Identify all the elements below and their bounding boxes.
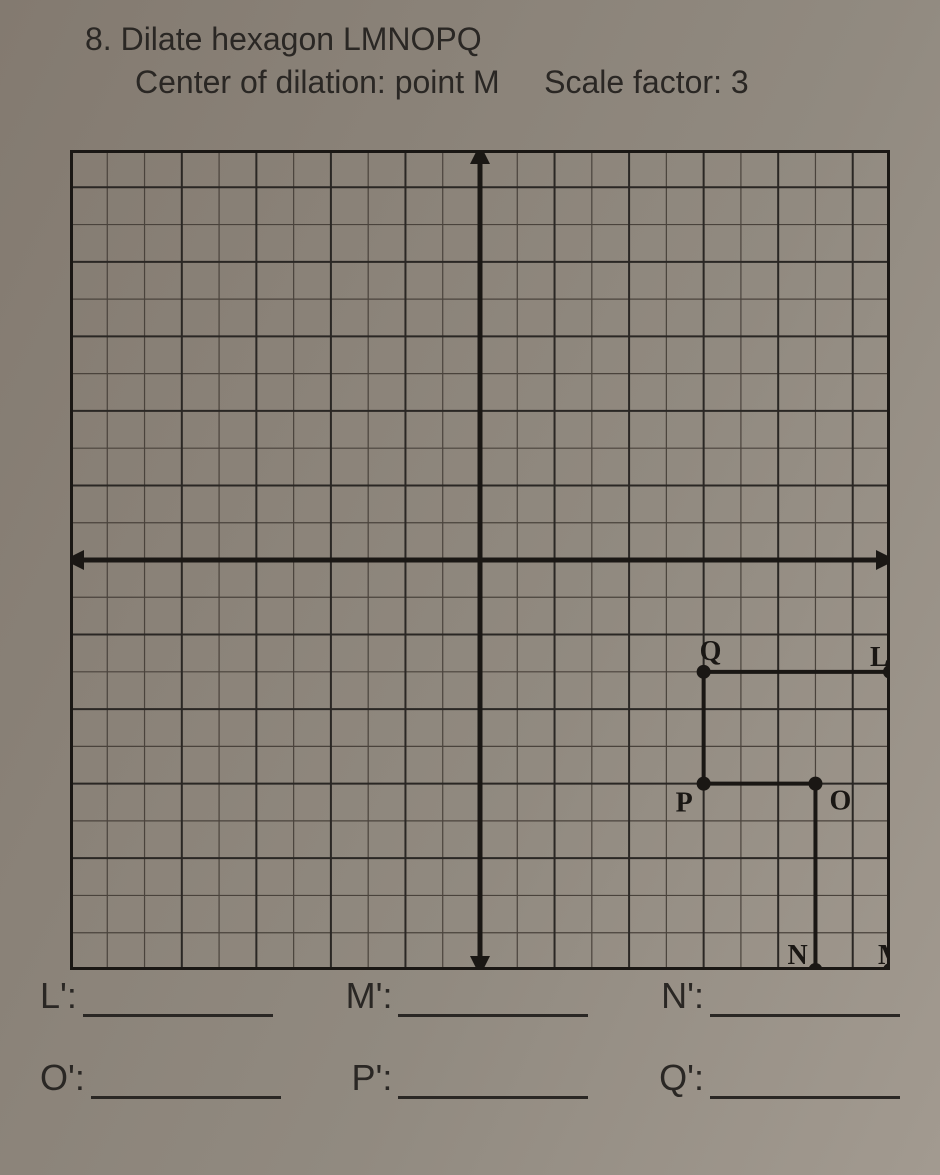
answer-row: L': M': N': [40, 975, 900, 1017]
svg-text:O: O [829, 786, 851, 817]
answer-blank[interactable] [398, 1062, 588, 1099]
answer-item: L': [40, 975, 273, 1017]
svg-text:P: P [676, 788, 693, 819]
problem-text: 8. Dilate hexagon LMNOPQ Center of dilat… [85, 18, 910, 104]
answer-blanks: L': M': N': O': P': Q': [40, 975, 900, 1135]
answer-label: M': [346, 975, 393, 1017]
answer-item: N': [661, 975, 900, 1017]
answer-label: O': [40, 1057, 85, 1099]
answer-blank[interactable] [91, 1062, 281, 1099]
answer-item: M': [346, 975, 589, 1017]
answer-label: N': [661, 975, 704, 1017]
answer-blank[interactable] [710, 980, 900, 1017]
svg-text:N: N [787, 940, 807, 970]
svg-text:L: L [870, 642, 889, 673]
answer-blank[interactable] [83, 980, 273, 1017]
answer-item: P': [352, 1057, 589, 1099]
answer-item: Q': [659, 1057, 900, 1099]
answer-blank[interactable] [710, 1062, 900, 1099]
svg-text:M: M [878, 940, 890, 970]
worksheet-page: 8. Dilate hexagon LMNOPQ Center of dilat… [0, 0, 940, 1175]
answer-row: O': P': Q': [40, 1057, 900, 1099]
coordinate-grid: L M N O P Q [70, 150, 890, 970]
answer-blank[interactable] [398, 980, 588, 1017]
svg-text:Q: Q [700, 636, 722, 667]
problem-line1: Dilate hexagon LMNOPQ [121, 21, 482, 57]
problem-line2b: Scale factor: 3 [544, 64, 749, 100]
problem-number: 8. [85, 21, 112, 57]
answer-item: O': [40, 1057, 281, 1099]
answer-label: P': [352, 1057, 393, 1099]
answer-label: L': [40, 975, 77, 1017]
problem-line2a: Center of dilation: point M [135, 64, 500, 100]
answer-label: Q': [659, 1057, 704, 1099]
graph-container: L M N O P Q [70, 150, 890, 970]
